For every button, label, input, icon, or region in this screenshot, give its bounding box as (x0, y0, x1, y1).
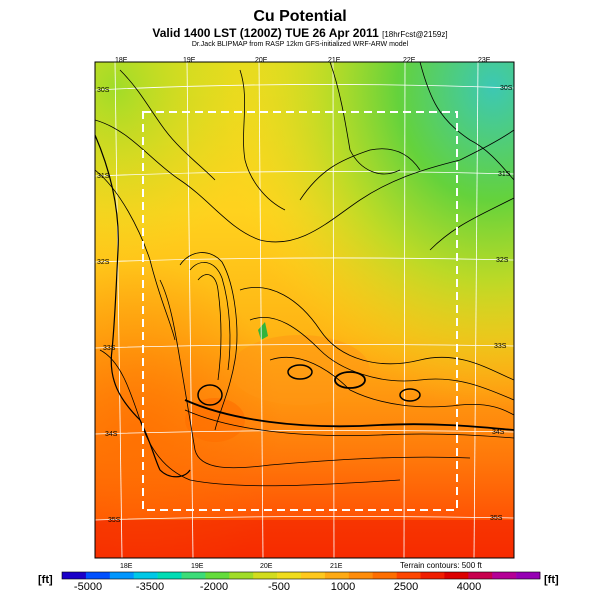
lat-label-left: 34S (105, 431, 118, 438)
colorbar-swatch (205, 572, 230, 579)
colorbar-swatch (277, 572, 302, 579)
lat-label-right: 34S (492, 429, 505, 436)
colorbar-swatch (516, 572, 541, 579)
colorbar-swatch (444, 572, 469, 579)
colorbar-swatch (109, 572, 134, 579)
lon-label-bottom: 20E (260, 563, 273, 570)
lon-label-bottom: 18E (120, 563, 133, 570)
lat-label-right: 30S (500, 85, 513, 92)
colorbar-tick-label: 4000 (457, 581, 481, 593)
colorbar-swatch (372, 572, 397, 579)
lat-label-right: 33S (494, 343, 507, 350)
lat-label-right: 35S (490, 515, 503, 522)
terrain-contour-note: Terrain contours: 500 ft (400, 561, 483, 570)
lat-labels-right: 30S 31S 32S 33S 34S 35S (490, 85, 513, 522)
valid-time: Valid 1400 LST (1200Z) TUE 26 Apr 2011 (152, 26, 379, 40)
lon-labels-bottom: 18E 19E 20E 21E (120, 563, 343, 570)
map-title: Cu Potential (253, 8, 347, 25)
colorbar-tick-label: -500 (268, 581, 290, 593)
inner-domain-box (142, 111, 458, 511)
colorbar-unit-right: [ft] (544, 574, 559, 586)
lat-label-left: 33S (103, 345, 116, 352)
lat-labels-left: 30S 31S 32S 33S 34S 35S (97, 87, 121, 524)
colorbar-swatch (62, 572, 87, 579)
colorbar-swatch (348, 572, 373, 579)
colorbar-swatch (396, 572, 421, 579)
lat-label-left: 31S (97, 173, 110, 180)
lat-label-left: 35S (108, 517, 121, 524)
lon-label-top: 22E (403, 57, 416, 64)
lon-label-bottom: 21E (330, 563, 343, 570)
colorbar-tick-label: -5000 (74, 581, 102, 593)
lat-label-left: 30S (97, 87, 110, 94)
colorbar-frame (61, 571, 541, 580)
lon-label-top: 20E (255, 57, 268, 64)
lon-label-top: 18E (115, 57, 128, 64)
lon-labels-top: 18E 19E 20E 21E 22E 23E (115, 57, 491, 64)
lat-label-left: 32S (97, 259, 110, 266)
colorbar-swatch (492, 572, 517, 579)
colorbar-swatch (157, 572, 182, 579)
model-credit: Dr.Jack BLIPMAP from RASP 12km GFS-initi… (191, 41, 409, 48)
colorbar-swatch (324, 572, 350, 579)
map-subtitle: Valid 1400 LST (1200Z) TUE 26 Apr 2011 [… (0, 26, 600, 40)
field-fill (95, 62, 514, 558)
coastline (94, 134, 191, 478)
lat-label-right: 32S (496, 257, 509, 264)
colorbar-tick-labels: -5000 -3500 -2000 -500 1000 2500 4000 (74, 581, 481, 593)
colorbar-tick-label: 2500 (394, 581, 418, 593)
map-frame (94, 61, 515, 559)
colorbar-swatch (420, 572, 445, 579)
colorbar-tick-label: 1000 (331, 581, 355, 593)
colorbar-swatch (181, 572, 206, 579)
colorbar-swatch (253, 572, 278, 579)
colorbar-swatch (85, 572, 111, 579)
colorbar-swatch (468, 572, 493, 579)
terrain-contours (95, 62, 514, 487)
lat-label-right: 31S (498, 171, 511, 178)
colorbar-tick-label: -3500 (136, 581, 164, 593)
colorbar-swatch (301, 572, 326, 579)
colorbar-swatch (133, 572, 158, 579)
colorbar-tick-label: -2000 (200, 581, 228, 593)
lon-label-top: 19E (183, 57, 196, 64)
lon-label-top: 21E (328, 57, 341, 64)
forecast-time: [18hrFcst@2159z] (382, 30, 448, 39)
lon-label-top: 23E (478, 57, 491, 64)
colorbar-unit-left: [ft] (38, 574, 53, 586)
colorbar-swatch (229, 572, 254, 579)
colorbar (61, 571, 541, 580)
lon-label-bottom: 19E (191, 563, 204, 570)
